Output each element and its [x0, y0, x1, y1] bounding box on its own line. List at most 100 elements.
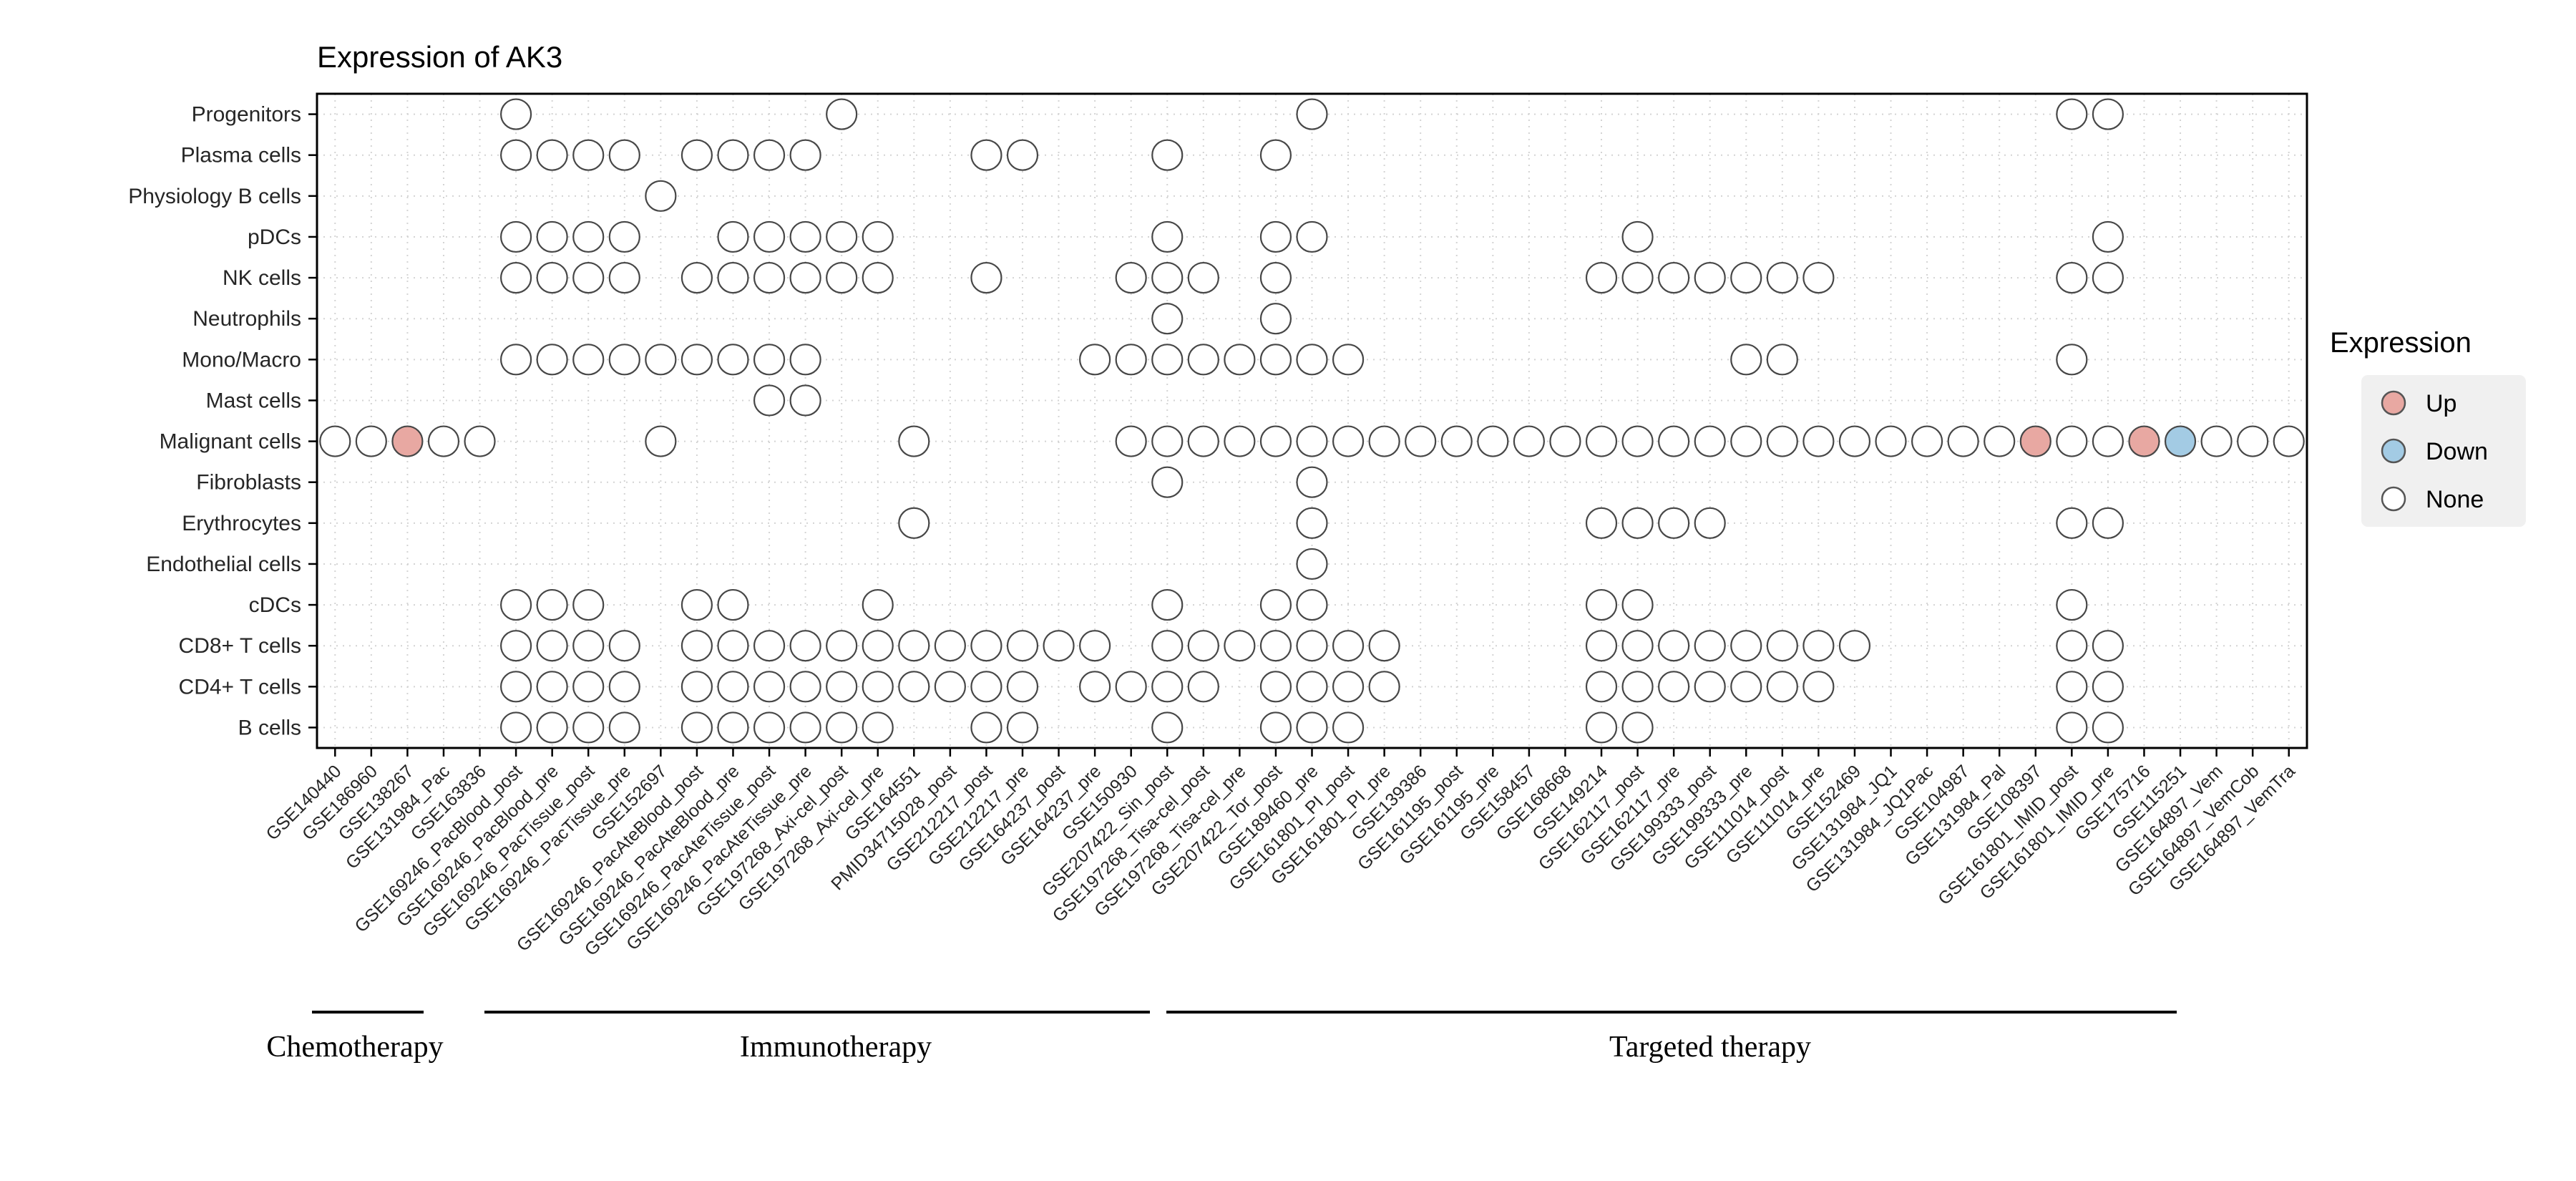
dot-none	[862, 711, 894, 744]
y-tick-label: Endothelial cells	[146, 553, 301, 576]
y-tick-label: cDCs	[249, 593, 301, 617]
dot-none	[1187, 671, 1219, 703]
dot-none	[536, 711, 568, 744]
y-tick-label: CD4+ T cells	[179, 675, 301, 699]
dot-none	[789, 139, 821, 171]
dot-none	[1043, 630, 1075, 662]
dot-none	[1296, 711, 1328, 744]
dot-none	[1259, 630, 1292, 662]
dot-none	[464, 425, 496, 457]
expression-dots	[319, 98, 2305, 744]
chart-title: Expression of AK3	[317, 40, 562, 74]
dot-none	[1187, 630, 1219, 662]
dot-none	[572, 588, 605, 621]
dot-none	[2056, 630, 2088, 662]
dot-none	[2092, 507, 2124, 539]
y-tick-label: Plasma cells	[181, 144, 301, 167]
dot-none	[1766, 671, 1798, 703]
dot-none	[826, 220, 858, 253]
dot-none	[536, 588, 568, 621]
dot-none	[862, 588, 894, 621]
dot-none	[2056, 344, 2088, 376]
dot-none	[826, 261, 858, 294]
dot-none	[789, 630, 821, 662]
dot-none	[1585, 507, 1618, 539]
dot-none	[680, 711, 713, 744]
dot-none	[1006, 139, 1039, 171]
dot-none	[2056, 711, 2088, 744]
dot-none	[680, 344, 713, 376]
dot-none	[1585, 261, 1618, 294]
dot-none	[934, 671, 966, 703]
dot-none	[645, 180, 677, 212]
legend-key-down-icon	[2381, 438, 2406, 464]
dot-none	[2056, 507, 2088, 539]
dot-none	[1658, 671, 1690, 703]
y-axis: Progenitors Plasma cells Physiology B cell…	[128, 103, 317, 739]
dot-none	[970, 139, 1002, 171]
dot-none	[1875, 425, 1907, 457]
dot-none	[753, 630, 786, 662]
dot-none	[608, 630, 640, 662]
legend-label-up: Up	[2426, 390, 2457, 417]
dot-none	[1296, 548, 1328, 580]
dot-none	[1259, 671, 1292, 703]
dot-none	[572, 671, 605, 703]
dot-none	[1296, 507, 1328, 539]
dot-none	[1621, 588, 1654, 621]
dot-none	[1766, 261, 1798, 294]
dot-none	[1296, 220, 1328, 253]
dot-none	[1259, 588, 1292, 621]
dot-none	[2092, 98, 2124, 130]
legend-key-none-icon	[2381, 486, 2406, 512]
dot-none	[1296, 466, 1328, 498]
dot-none	[1187, 344, 1219, 376]
dot-none	[862, 261, 894, 294]
dot-none	[1621, 630, 1654, 662]
dot-none	[1947, 425, 1979, 457]
dot-none	[717, 139, 749, 171]
dot-none	[680, 261, 713, 294]
dot-none	[1259, 711, 1292, 744]
y-tick-label: NK cells	[223, 266, 301, 290]
dot-none	[1115, 425, 1147, 457]
dot-none	[1151, 261, 1184, 294]
dot-none	[1802, 261, 1835, 294]
dot-none	[2092, 425, 2124, 457]
dot-none	[1658, 630, 1690, 662]
dot-none	[1694, 425, 1726, 457]
dot-none	[1151, 466, 1184, 498]
dot-none	[717, 261, 749, 294]
legend-title: Expression	[2330, 327, 2472, 359]
dot-none	[1766, 425, 1798, 457]
dot-none	[934, 630, 966, 662]
dot-none	[1332, 711, 1365, 744]
dot-none	[536, 344, 568, 376]
dot-none	[789, 711, 821, 744]
dot-none	[970, 711, 1002, 744]
dot-none	[1621, 425, 1654, 457]
dot-none	[753, 384, 786, 417]
dot-none	[427, 425, 460, 457]
legend-background	[2361, 375, 2526, 527]
dot-none	[753, 220, 786, 253]
dot-none	[1694, 261, 1726, 294]
dot-none	[608, 344, 640, 376]
dot-none	[1079, 630, 1111, 662]
dot-none	[1115, 671, 1147, 703]
dot-none	[2200, 425, 2233, 457]
dot-none	[1151, 139, 1184, 171]
dot-none	[1259, 139, 1292, 171]
dot-none	[572, 630, 605, 662]
dot-none	[572, 711, 605, 744]
y-tick-label: Fibroblasts	[196, 471, 301, 495]
dot-none	[536, 139, 568, 171]
dot-none	[572, 139, 605, 171]
dot-none	[1658, 425, 1690, 457]
dot-none	[1079, 671, 1111, 703]
dot-none	[499, 261, 532, 294]
dot-none	[717, 671, 749, 703]
dot-none	[1151, 303, 1184, 335]
dot-none	[789, 261, 821, 294]
